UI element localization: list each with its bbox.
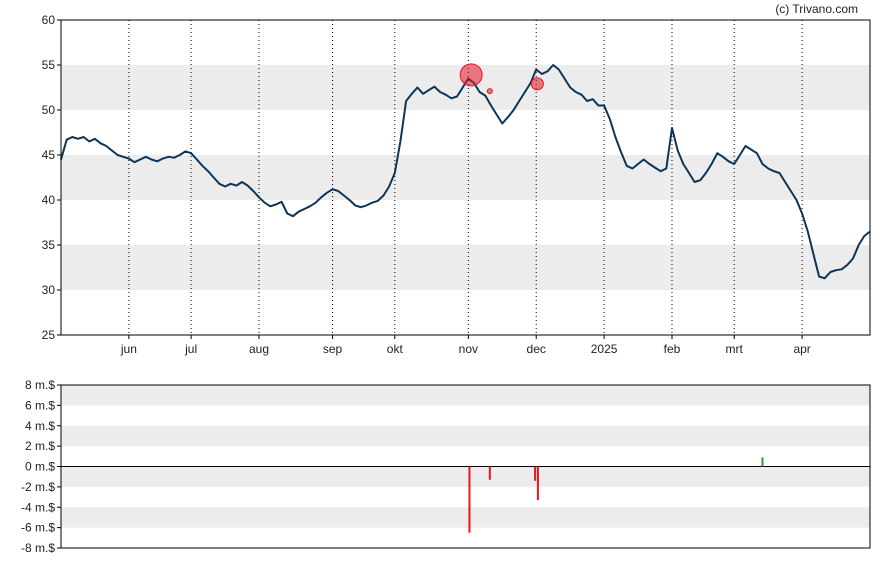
x-tick-label: okt [387, 342, 404, 356]
y-tick-label: 30 [42, 283, 56, 297]
x-tick-label: mrt [726, 342, 744, 356]
grid-band [61, 425, 870, 447]
x-tick-label: 2025 [591, 342, 618, 356]
x-tick-label: apr [793, 342, 810, 356]
y-tick-label: 2 m.$ [25, 439, 55, 453]
x-tick-label: sep [323, 342, 343, 356]
y-tick-label: -6 m.$ [21, 521, 55, 535]
grid-band [61, 155, 870, 200]
y-tick-label: -8 m.$ [21, 541, 55, 555]
y-tick-label: 8 m.$ [25, 378, 55, 392]
watermark: (c) Trivano.com [775, 2, 858, 16]
flow-plot-frame [60, 384, 871, 549]
y-tick-label: 55 [42, 58, 56, 72]
x-tick-label: feb [664, 342, 681, 356]
y-tick-label: 6 m.$ [25, 398, 55, 412]
transaction-marker [459, 63, 483, 87]
x-tick-label: dec [527, 342, 546, 356]
y-tick-label: 25 [42, 328, 56, 342]
grid-band [61, 466, 870, 487]
y-tick-label: 60 [42, 13, 56, 27]
x-tick-label: jul [184, 342, 197, 356]
y-tick-label: 0 m.$ [25, 460, 55, 474]
y-tick-label: 45 [42, 148, 56, 162]
y-tick-label: -4 m.$ [21, 500, 55, 514]
grid-band [61, 385, 870, 406]
x-tick-label: aug [249, 342, 269, 356]
y-tick-label: -2 m.$ [21, 480, 55, 494]
y-tick-label: 50 [42, 103, 56, 117]
transaction-marker [486, 88, 493, 95]
grid-band [61, 507, 870, 528]
price-plot-frame [60, 19, 871, 336]
transaction-marker [530, 77, 544, 91]
y-tick-label: 40 [42, 193, 56, 207]
y-tick-label: 35 [42, 238, 56, 252]
x-tick-label: jun [120, 342, 137, 356]
grid-band [61, 245, 870, 290]
y-tick-label: 4 m.$ [25, 419, 55, 433]
x-tick-label: nov [459, 342, 478, 356]
